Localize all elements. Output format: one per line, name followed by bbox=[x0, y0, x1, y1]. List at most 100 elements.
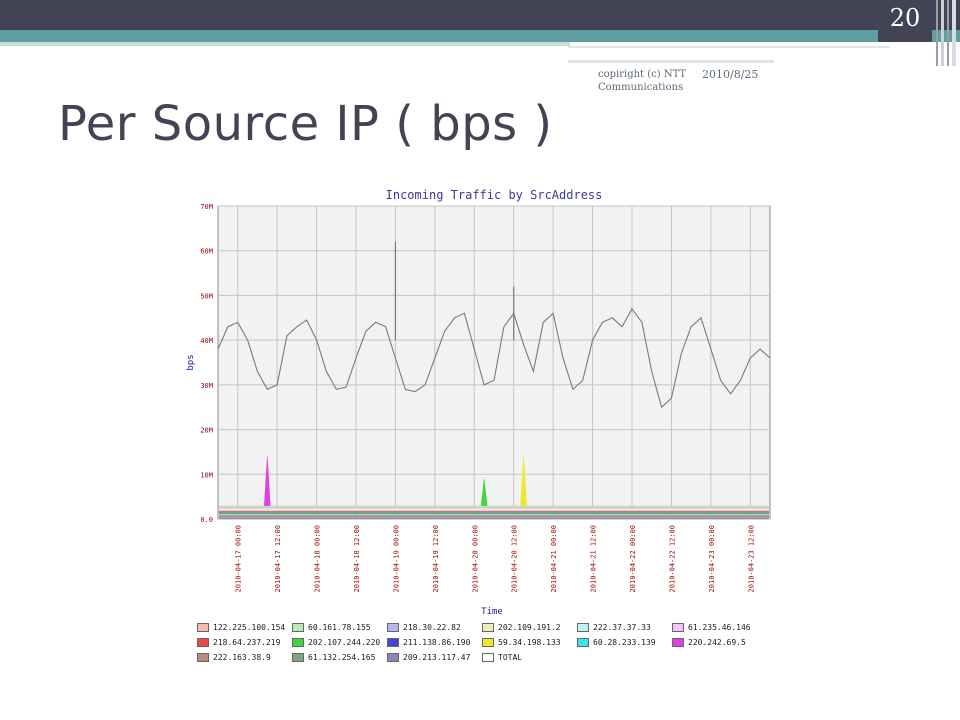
x-tick-label: 2010-04-18 12:00 bbox=[353, 525, 361, 592]
x-tick-label: 2010-04-18 00:00 bbox=[314, 525, 322, 592]
legend-swatch bbox=[292, 622, 304, 632]
slide-divider-line bbox=[568, 46, 890, 48]
series-spike bbox=[264, 456, 271, 506]
y-tick-label: 10M bbox=[200, 471, 213, 479]
slide-title: Per Source IP ( bps ) bbox=[58, 96, 553, 152]
legend-swatch bbox=[292, 652, 304, 662]
legend-label: 202.107.244.220 bbox=[308, 637, 381, 647]
legend-swatch bbox=[577, 622, 589, 632]
legend-swatch bbox=[482, 622, 494, 632]
legend-item: 222.37.37.33 bbox=[577, 620, 651, 634]
legend-item: 211.138.86.190 bbox=[387, 635, 470, 649]
x-tick-label: 2010-04-19 12:00 bbox=[432, 525, 440, 592]
stacked-series-band bbox=[219, 518, 769, 520]
legend-label: 61.132.254.165 bbox=[308, 652, 376, 662]
legend-label: 222.163.38.9 bbox=[213, 652, 271, 662]
footer-copyright: copiright (c) NTT Communications bbox=[598, 69, 687, 93]
legend-swatch bbox=[197, 652, 209, 662]
series-spike bbox=[480, 478, 488, 506]
traffic-chart: Incoming Traffic by SrcAddress 0.0 10M 20M 3… bbox=[178, 180, 788, 670]
legend-item: 218.30.22.82 bbox=[387, 620, 461, 634]
y-tick-label: 20M bbox=[200, 427, 213, 435]
legend-label: TOTAL bbox=[498, 652, 523, 662]
x-tick-label: 2010-04-22 00:00 bbox=[629, 525, 637, 592]
legend-label: 222.37.37.33 bbox=[593, 622, 651, 632]
x-tick-label: 2010-04-20 00:00 bbox=[471, 525, 479, 592]
x-tick-label: 2010-04-17 12:00 bbox=[274, 525, 282, 592]
page-number-box: 20 bbox=[878, 0, 932, 42]
chart-title: Incoming Traffic by SrcAddress bbox=[386, 188, 603, 202]
slide-teal-band-light bbox=[0, 42, 570, 46]
stacked-series-band bbox=[219, 507, 769, 509]
x-tick-label: 2010-04-23 00:00 bbox=[708, 525, 716, 592]
legend-item: TOTAL bbox=[482, 650, 522, 664]
legend-item: 209.213.117.47 bbox=[387, 650, 470, 664]
legend-label: 218.64.237.219 bbox=[213, 637, 281, 647]
total-series-line bbox=[217, 307, 771, 409]
legend-item: 61.132.254.165 bbox=[292, 650, 375, 664]
legend-label: 122.225.100.154 bbox=[213, 622, 286, 632]
stacked-series-band bbox=[219, 513, 769, 515]
legend-item: 61.235.46.146 bbox=[672, 620, 751, 634]
legend-item: 202.109.191.2 bbox=[482, 620, 561, 634]
legend-swatch bbox=[197, 622, 209, 632]
x-tick-label: 2010-04-19 00:00 bbox=[392, 525, 400, 592]
stacked-series-band bbox=[219, 508, 769, 510]
footer-date: 2010/8/25 bbox=[702, 68, 759, 81]
slide-divider-line-short bbox=[568, 60, 774, 63]
legend-item: 218.64.237.219 bbox=[197, 635, 280, 649]
legend-label: 202.109.191.2 bbox=[498, 622, 561, 632]
legend-label: 218.30.22.82 bbox=[403, 622, 461, 632]
legend-swatch bbox=[482, 652, 494, 662]
y-tick-label: 40M bbox=[200, 337, 213, 345]
legend-swatch bbox=[672, 622, 684, 632]
stacked-series-band bbox=[219, 506, 769, 508]
y-tick-label: 70M bbox=[200, 203, 213, 211]
x-tick-label: 2010-04-20 12:00 bbox=[511, 525, 519, 592]
legend-label: 61.235.46.146 bbox=[688, 622, 751, 632]
stacked-series-band bbox=[219, 511, 769, 514]
y-tick-label: 30M bbox=[200, 382, 213, 390]
y-axis-label: bps bbox=[186, 354, 196, 370]
stacked-series-band bbox=[219, 510, 769, 512]
page-number: 20 bbox=[889, 4, 921, 32]
y-tick-label: 60M bbox=[200, 248, 213, 256]
legend-swatch bbox=[482, 637, 494, 647]
x-tick-label: 2010-04-21 00:00 bbox=[550, 525, 558, 592]
stacked-series-band bbox=[219, 514, 769, 516]
traffic-chart-svg: Incoming Traffic by SrcAddress 0.0 10M 20M 3… bbox=[186, 188, 771, 617]
series-spike bbox=[520, 456, 527, 506]
stacked-series-band bbox=[219, 516, 769, 518]
legend-item: 202.107.244.220 bbox=[292, 635, 380, 649]
stacked-series-band bbox=[219, 510, 769, 513]
legend-item: 222.163.38.9 bbox=[197, 650, 271, 664]
legend-item: 60.28.233.139 bbox=[577, 635, 656, 649]
legend-label: 220.242.69.5 bbox=[688, 637, 746, 647]
stacked-series-band bbox=[219, 509, 769, 511]
legend-swatch bbox=[672, 637, 684, 647]
slide-teal-band bbox=[0, 30, 960, 42]
plot-area bbox=[217, 205, 771, 520]
stacked-series-band bbox=[219, 512, 769, 514]
legend-item: 59.34.198.133 bbox=[482, 635, 561, 649]
legend-label: 211.138.86.190 bbox=[403, 637, 471, 647]
stacked-series-band bbox=[219, 515, 769, 517]
legend-swatch bbox=[197, 637, 209, 647]
chart-legend: 122.225.100.154 60.161.78.155 218.30.22.82… bbox=[197, 620, 797, 666]
y-tick-label: 50M bbox=[200, 292, 213, 300]
legend-label: 59.34.198.133 bbox=[498, 637, 561, 647]
y-tick-label: 0.0 bbox=[200, 516, 213, 524]
x-tick-label: 2010-04-22 12:00 bbox=[668, 525, 676, 592]
legend-label: 209.213.117.47 bbox=[403, 652, 471, 662]
legend-swatch bbox=[577, 637, 589, 647]
legend-label: 60.28.233.139 bbox=[593, 637, 656, 647]
x-tick-label: 2010-04-17 00:00 bbox=[235, 525, 243, 592]
x-axis-label: Time bbox=[481, 607, 503, 617]
legend-item: 220.242.69.5 bbox=[672, 635, 746, 649]
slide-top-bar bbox=[0, 0, 960, 30]
x-tick-label: 2010-04-23 12:00 bbox=[747, 525, 755, 592]
legend-item: 122.225.100.154 bbox=[197, 620, 285, 634]
legend-swatch bbox=[387, 622, 399, 632]
decorative-stripes bbox=[934, 0, 960, 66]
stacked-series-band bbox=[219, 505, 769, 507]
